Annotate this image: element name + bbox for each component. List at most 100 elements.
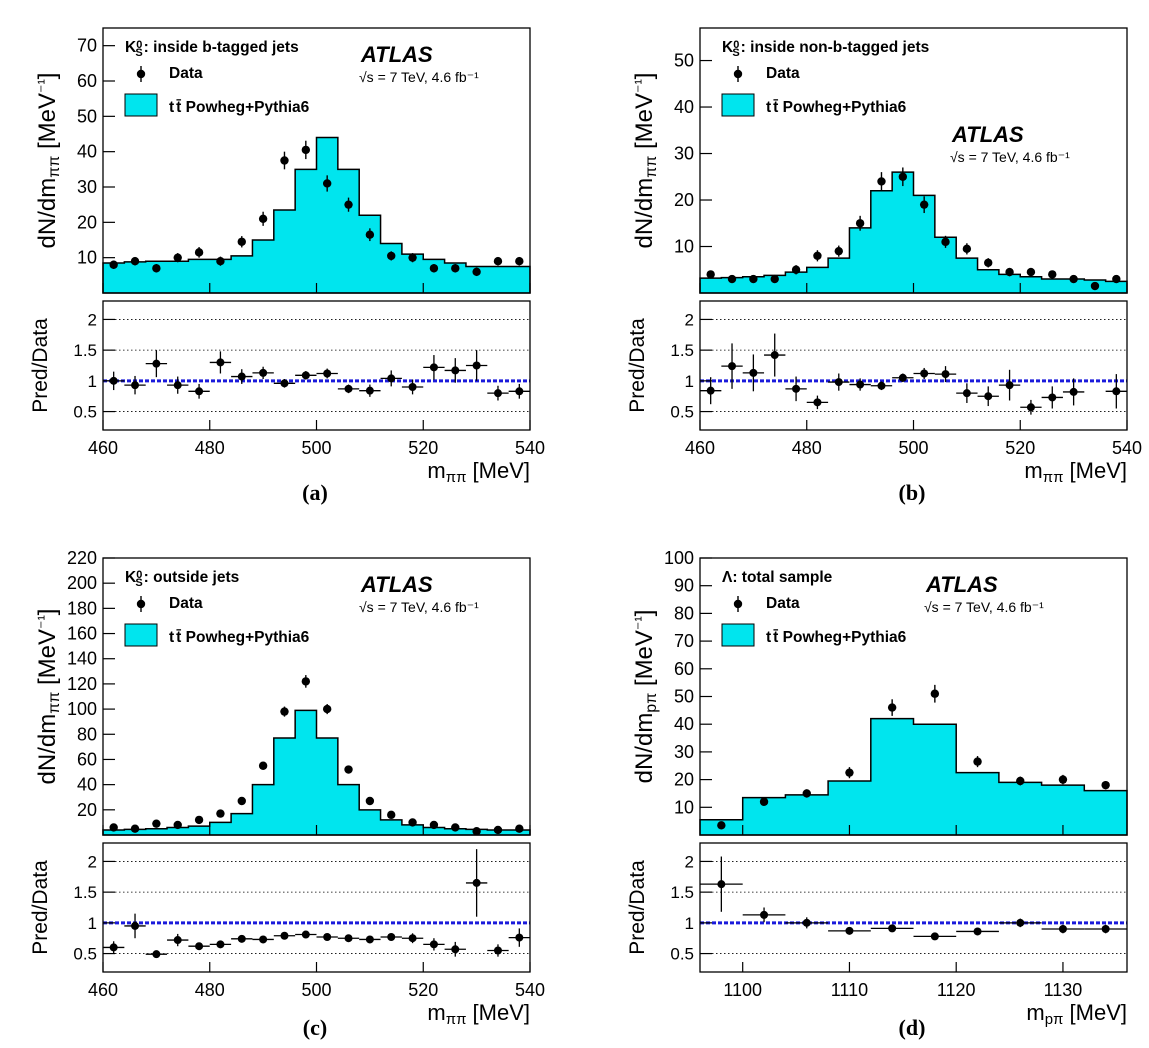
ratio-point: [977, 386, 999, 407]
y-tick-label: 80: [674, 603, 694, 623]
data-marker: [301, 677, 311, 686]
data-marker: [898, 172, 908, 181]
ratio-marker: [173, 381, 182, 390]
ratio-y-tick-label: 2: [685, 310, 694, 329]
legend-mc-label: t t̄ Powheg+Pythia6: [766, 629, 907, 646]
ratio-marker: [845, 926, 854, 935]
y-tick-label: 90: [674, 576, 694, 596]
y-tick-label: 120: [67, 674, 97, 694]
data-marker: [749, 274, 758, 284]
data-point: [173, 820, 182, 830]
panel-title: K0 S: outside jets: [125, 569, 239, 589]
y-tick-label: 200: [67, 573, 97, 593]
x-tick-label: 480: [195, 438, 225, 458]
data-point: [216, 256, 225, 266]
ratio-point: [934, 366, 957, 383]
x-tick-label: 1110: [831, 980, 868, 1000]
y-tick-label: 30: [77, 177, 97, 197]
x-tick-label: 460: [88, 980, 118, 1000]
data-point: [706, 270, 715, 279]
legend-data-marker: [136, 599, 146, 609]
data-marker: [1026, 267, 1036, 277]
ratio-y-tick-label: 1: [88, 914, 97, 933]
ratio-point: [956, 927, 999, 936]
ratio-point: [1084, 924, 1127, 934]
data-point: [173, 253, 182, 263]
ratio-marker: [216, 358, 225, 367]
ratio-point: [508, 928, 530, 947]
ratio-point: [188, 383, 210, 399]
data-marker: [130, 257, 140, 266]
data-marker: [472, 827, 481, 836]
data-point: [834, 245, 843, 257]
y-tick-label: 70: [674, 631, 694, 651]
ratio-point: [1041, 386, 1063, 409]
ratio-point: [359, 935, 381, 944]
ratio-frame: [102, 842, 531, 973]
data-point: [717, 821, 726, 830]
legend-data-label: Data: [766, 65, 800, 82]
data-marker: [1069, 274, 1078, 284]
ratio-point: [273, 379, 296, 388]
x-tick-label: 480: [195, 980, 225, 1000]
y-tick-label: 20: [77, 212, 97, 232]
x-tick-label: 540: [515, 980, 545, 1000]
ratio-y-tick-label: 2: [685, 852, 694, 871]
mc-histogram: [102, 136, 531, 294]
x-tick-label: 500: [301, 980, 331, 1000]
data-point: [877, 172, 886, 191]
y-tick-label: 140: [67, 649, 97, 669]
ratio-y-label: Pred/Data: [626, 860, 649, 955]
data-point: [472, 827, 481, 836]
ratio-marker: [451, 366, 460, 375]
ratio-point: [124, 375, 146, 395]
data-point: [109, 823, 118, 832]
y-tick-label: 80: [77, 724, 97, 744]
ratio-marker: [1005, 381, 1014, 390]
ratio-marker: [792, 384, 801, 393]
x-tick-label: 540: [515, 438, 545, 458]
data-point: [429, 264, 439, 273]
atlas-label: ATLAS: [360, 572, 433, 597]
ratio-point: [423, 938, 445, 951]
ratio-marker: [941, 370, 950, 379]
data-marker: [717, 821, 726, 830]
ratio-point: [145, 350, 168, 378]
data-point: [365, 228, 375, 242]
legend-mc-swatch: [124, 623, 158, 647]
data-marker: [941, 237, 950, 247]
ratio-marker: [237, 372, 246, 381]
y-tick-label: 50: [674, 687, 694, 707]
x-tick-label: 460: [88, 438, 118, 458]
ratio-point: [167, 376, 189, 394]
legend-mc-label: t t̄ Powheg+Pythia6: [766, 99, 907, 116]
ratio-point: [956, 383, 978, 403]
ratio-point: [316, 368, 338, 379]
ratio-point: [1062, 378, 1085, 406]
ratio-marker: [451, 945, 460, 954]
data-marker: [451, 823, 460, 832]
data-point: [130, 824, 140, 833]
data-point: [1112, 274, 1121, 284]
legend-mc-label: t t̄ Powheg+Pythia6: [169, 629, 310, 646]
ratio-point: [998, 918, 1042, 928]
data-marker: [877, 177, 886, 186]
y-tick-label: 40: [674, 714, 694, 734]
ratio-marker: [802, 918, 811, 927]
data-marker: [237, 237, 246, 246]
data-point: [387, 251, 396, 261]
ratio-panel: 0.5 1 1.5 2 Pred/Data 460 480 500 520 540: [29, 300, 545, 458]
data-marker: [387, 251, 396, 261]
ratio-marker: [515, 387, 524, 396]
ratio-point: [401, 379, 424, 395]
data-point: [451, 264, 460, 273]
data-point: [408, 253, 417, 263]
ratio-point: [828, 373, 850, 391]
ratio-marker: [706, 386, 715, 395]
data-point: [322, 175, 332, 192]
data-point: [152, 264, 161, 273]
data-marker: [216, 257, 225, 266]
data-point: [301, 675, 311, 688]
ratio-point: [785, 376, 807, 402]
